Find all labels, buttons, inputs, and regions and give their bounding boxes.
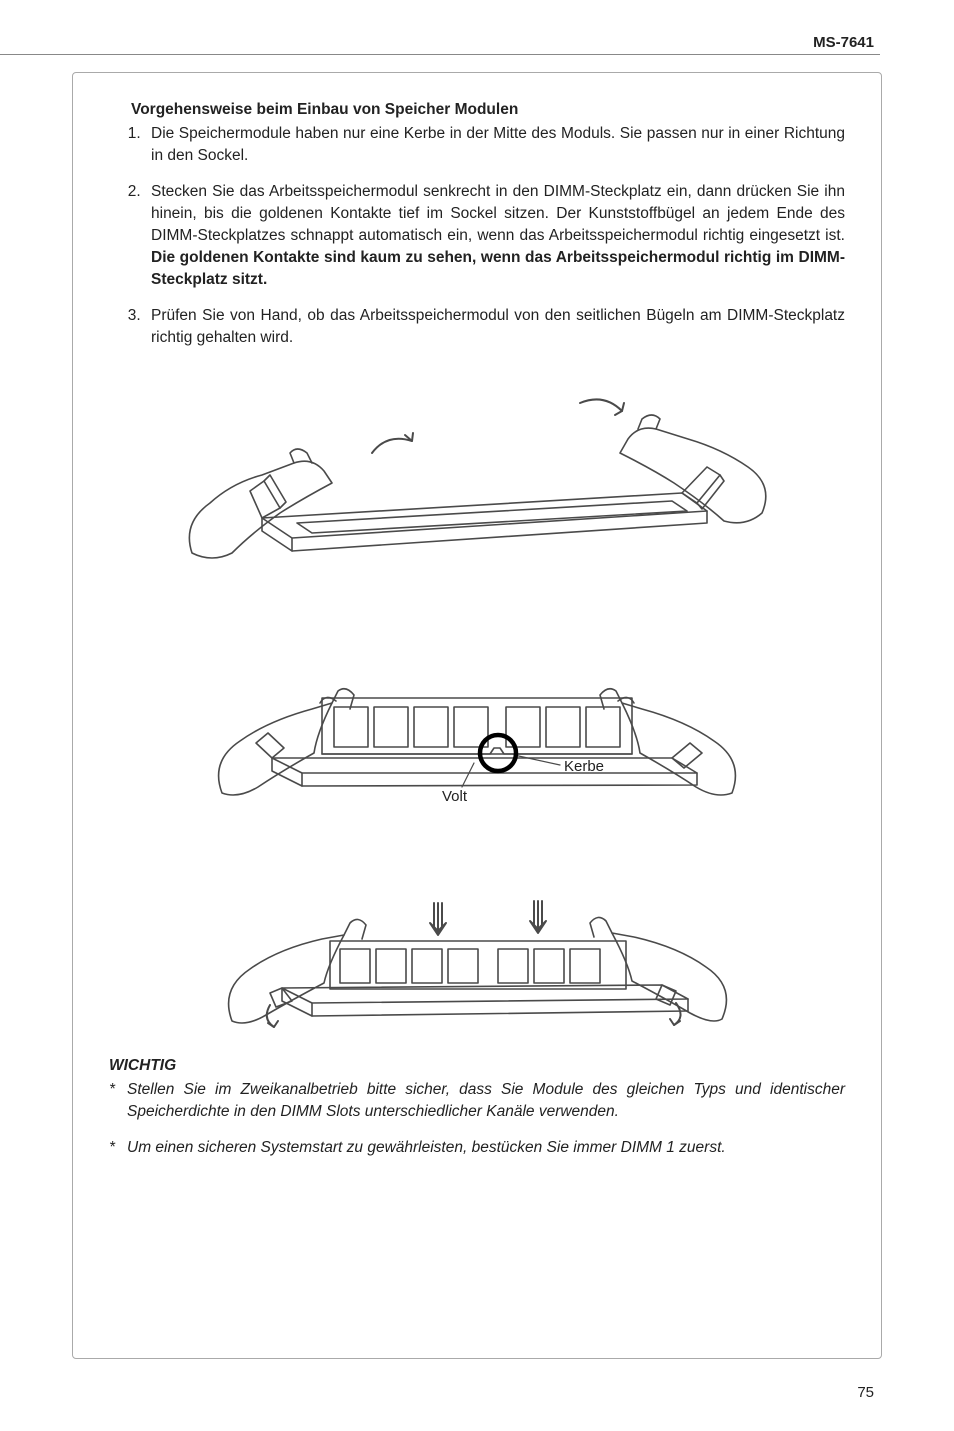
page-number: 75 [857, 1384, 874, 1401]
wichtig-title: WICHTIG [109, 1057, 845, 1075]
illustrations-block: Volt Kerbe [109, 363, 845, 1043]
wichtig-item-2: * Um einen sicheren Systemstart zu gewäh… [109, 1137, 845, 1159]
volt-label: Volt [442, 788, 468, 805]
instruction-text-bold: Die goldenen Kontakte sind kaum zu sehen… [151, 249, 845, 288]
kerbe-label: Kerbe [564, 758, 604, 775]
section-title: Vorgehensweise beim Einbau von Speicher … [131, 101, 845, 119]
wichtig-item-1: * Stellen Sie im Zweikanalbetrieb bitte … [109, 1079, 845, 1123]
header-model-code: MS-7641 [813, 34, 874, 51]
instruction-item-2: Stecken Sie das Arbeitsspeichermodul sen… [145, 181, 845, 291]
instruction-list: Die Speichermodule haben nur eine Kerbe … [109, 123, 845, 349]
asterisk-icon: * [109, 1079, 127, 1123]
dimm-install-diagram: Volt Kerbe [162, 363, 792, 1043]
document-page: MS-7641 Vorgehensweise beim Einbau von S… [0, 0, 954, 1431]
content-frame: Vorgehensweise beim Einbau von Speicher … [72, 72, 882, 1359]
wichtig-text: Um einen sicheren Systemstart zu gewährl… [127, 1137, 845, 1159]
instruction-text: Prüfen Sie von Hand, ob das Arbeitsspeic… [151, 307, 845, 346]
instruction-text: Die Speichermodule haben nur eine Kerbe … [151, 125, 845, 164]
wichtig-text: Stellen Sie im Zweikanalbetrieb bitte si… [127, 1079, 845, 1123]
wichtig-list: * Stellen Sie im Zweikanalbetrieb bitte … [109, 1079, 845, 1159]
instruction-text-a: Stecken Sie das Arbeitsspeichermodul sen… [151, 183, 845, 244]
instruction-item-3: Prüfen Sie von Hand, ob das Arbeitsspeic… [145, 305, 845, 349]
instruction-item-1: Die Speichermodule haben nur eine Kerbe … [145, 123, 845, 167]
asterisk-icon: * [109, 1137, 127, 1159]
header-divider [0, 54, 880, 55]
